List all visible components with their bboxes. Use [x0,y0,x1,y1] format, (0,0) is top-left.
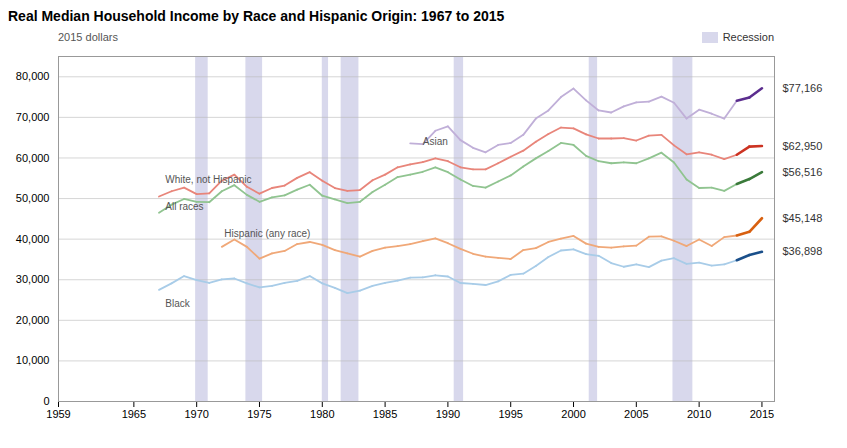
svg-text:30,000: 30,000 [16,273,50,285]
svg-text:50,000: 50,000 [16,192,50,204]
svg-text:White, not Hispanic: White, not Hispanic [165,174,251,185]
svg-text:40,000: 40,000 [16,233,50,245]
svg-text:1965: 1965 [122,408,146,420]
svg-text:1975: 1975 [247,408,271,420]
svg-text:1995: 1995 [498,408,522,420]
svg-text:1990: 1990 [436,408,460,420]
svg-text:2000: 2000 [561,408,585,420]
svg-text:60,000: 60,000 [16,151,50,163]
svg-text:$77,166: $77,166 [783,82,823,94]
svg-text:80,000: 80,000 [16,70,50,82]
svg-text:1970: 1970 [184,408,208,420]
html-text:Real Median Household Income b: Real Median Household Income by Race and… [8,8,505,24]
svg-text:2005: 2005 [624,408,648,420]
svg-text:2015: 2015 [750,408,774,420]
svg-text:2010: 2010 [687,408,711,420]
svg-text:All races: All races [165,201,203,212]
svg-text:$36,898: $36,898 [783,245,823,257]
html-text:Recession: Recession [722,30,774,43]
svg-text:20,000: 20,000 [16,314,50,326]
svg-text:$56,516: $56,516 [783,166,823,178]
svg-text:Asian: Asian [423,136,448,147]
svg-text:10,000: 10,000 [16,354,50,366]
svg-text:Black: Black [165,298,190,309]
svg-text:1980: 1980 [310,408,334,420]
svg-text:Hispanic (any race): Hispanic (any race) [224,228,310,239]
svg-text:$62,950: $62,950 [783,140,823,152]
svg-text:0: 0 [43,395,49,407]
svg-text:1985: 1985 [373,408,397,420]
svg-text:1959: 1959 [46,408,70,420]
svg-text:$45,148: $45,148 [783,212,823,224]
html-text:2015 dollars: 2015 dollars [58,31,118,43]
svg-text:70,000: 70,000 [16,111,50,123]
